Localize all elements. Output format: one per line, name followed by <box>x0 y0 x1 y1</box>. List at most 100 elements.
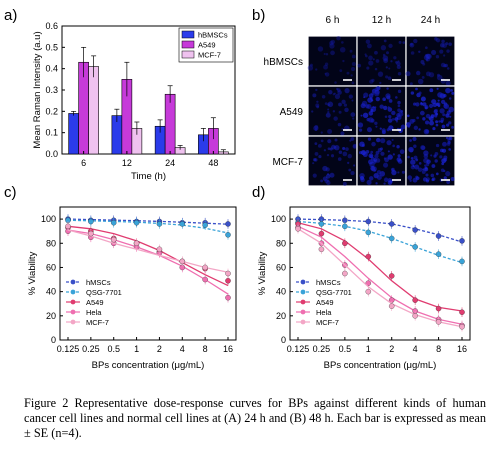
fluorescence-speck <box>367 43 372 49</box>
fluorescence-speck <box>352 143 357 148</box>
fluorescence-speck <box>441 124 446 129</box>
fluorescence-speck <box>383 177 389 183</box>
fluorescence-speck <box>323 64 329 70</box>
fluorescence-speck <box>341 41 344 44</box>
legend-label-d: hMSCs <box>316 278 341 287</box>
x-axis-label-d: BPs concentration (μg/mL) <box>324 360 437 371</box>
fluorescence-speck <box>413 38 418 44</box>
fluorescence-speck <box>324 102 328 106</box>
x-tick-label-d: 1 <box>366 344 371 354</box>
panel-label-d: d) <box>252 184 265 201</box>
fluorescence-speck <box>397 104 401 108</box>
legend-label-d: Hela <box>316 308 332 317</box>
data-point-MCF-7 <box>202 264 208 271</box>
fluorescence-speck <box>410 42 413 46</box>
fluorescence-speck <box>443 155 448 160</box>
fit-curve-A549 <box>67 225 229 287</box>
fluorescence-speck <box>449 115 452 118</box>
fluorescence-speck <box>418 162 422 165</box>
data-point-QSG-7701 <box>88 218 94 225</box>
fluorescence-speck <box>425 71 431 77</box>
data-point-MCF-7 <box>435 319 442 325</box>
fluorescence-speck <box>422 117 426 121</box>
fluorescence-speck <box>424 167 429 172</box>
fluorescence-speck <box>366 179 372 185</box>
micrograph-row-label: MCF-7 <box>272 157 303 168</box>
fluorescence-speck <box>397 100 401 105</box>
fluorescence-speck <box>433 154 437 158</box>
fluorescence-speck <box>418 91 422 95</box>
fluorescence-speck <box>400 124 406 130</box>
fluorescence-speck <box>382 53 386 57</box>
fluorescence-speck <box>322 165 328 172</box>
fluorescence-speck <box>377 71 384 77</box>
fluorescence-speck <box>358 128 363 132</box>
legend-marker-c <box>70 299 76 305</box>
fluorescence-speck <box>312 162 315 165</box>
fluorescence-speck <box>344 88 350 94</box>
fluorescence-speck <box>360 103 366 109</box>
fluorescence-speck <box>350 74 353 77</box>
fluorescence-speck <box>406 114 410 118</box>
fluorescence-speck <box>376 174 382 181</box>
fluorescence-speck <box>337 122 342 127</box>
fluorescence-speck <box>437 99 440 102</box>
y-tick-label-c: 100 <box>41 214 56 224</box>
fluorescence-speck <box>448 42 452 46</box>
fluorescence-speck <box>423 54 430 61</box>
fluorescence-speck <box>443 54 446 57</box>
fluorescence-speck <box>338 150 343 155</box>
fluorescence-speck <box>361 150 366 155</box>
fluorescence-speck <box>417 78 424 85</box>
data-point-A549 <box>388 273 395 279</box>
fluorescence-speck <box>380 45 387 51</box>
data-point-hMSCs <box>459 238 465 244</box>
fluorescence-speck <box>325 112 331 118</box>
panel-label-c: c) <box>4 184 17 201</box>
fluorescence-speck <box>315 88 318 92</box>
fluorescence-speck <box>393 56 397 60</box>
fluorescence-speck <box>386 140 392 146</box>
data-point-A549 <box>435 305 442 312</box>
fluorescence-speck <box>327 128 333 134</box>
y-tick-label-a: 0.3 <box>45 85 58 95</box>
y-tick-label-d: 20 <box>276 311 286 321</box>
fluorescence-speck <box>436 74 443 81</box>
fluorescence-speck <box>348 168 352 172</box>
legend-label-c: QSG-7701 <box>86 288 122 297</box>
fluorescence-speck <box>369 79 374 84</box>
data-point-QSG-7701 <box>342 223 348 230</box>
fluorescence-speck <box>420 102 423 105</box>
legend-label-c: hMSCs <box>86 278 111 287</box>
fluorescence-speck <box>426 159 431 164</box>
fluorescence-speck <box>387 76 392 81</box>
fluorescence-speck <box>329 172 335 178</box>
fluorescence-speck <box>387 154 393 160</box>
fluorescence-speck <box>431 164 436 168</box>
data-point-hMSCs <box>388 221 395 227</box>
fit-curve-Hela <box>67 229 229 295</box>
legend-label-a: hBMSCs <box>198 31 228 40</box>
fluorescence-speck <box>422 62 426 66</box>
x-tick-label-a: 12 <box>122 158 132 168</box>
fluorescence-speck <box>415 175 419 179</box>
fluorescence-speck <box>430 173 435 178</box>
fluorescence-speck <box>329 43 335 49</box>
fluorescence-speck <box>368 60 374 66</box>
data-point-A549 <box>225 278 231 284</box>
fluorescence-speck <box>375 182 378 185</box>
fluorescence-speck <box>375 96 381 102</box>
fluorescence-speck <box>379 147 383 151</box>
fluorescence-speck <box>371 92 375 96</box>
fluorescence-speck <box>395 96 398 99</box>
fluorescence-speck <box>383 105 388 111</box>
fluorescence-speck <box>434 114 438 118</box>
fluorescence-speck <box>362 112 369 119</box>
fluorescence-speck <box>387 150 390 153</box>
fluorescence-speck <box>396 144 400 149</box>
fluorescence-speck <box>431 177 436 181</box>
fluorescence-speck <box>333 92 336 95</box>
fluorescence-speck <box>396 61 401 66</box>
fluorescence-speck <box>429 120 434 126</box>
fluorescence-speck <box>416 116 420 120</box>
